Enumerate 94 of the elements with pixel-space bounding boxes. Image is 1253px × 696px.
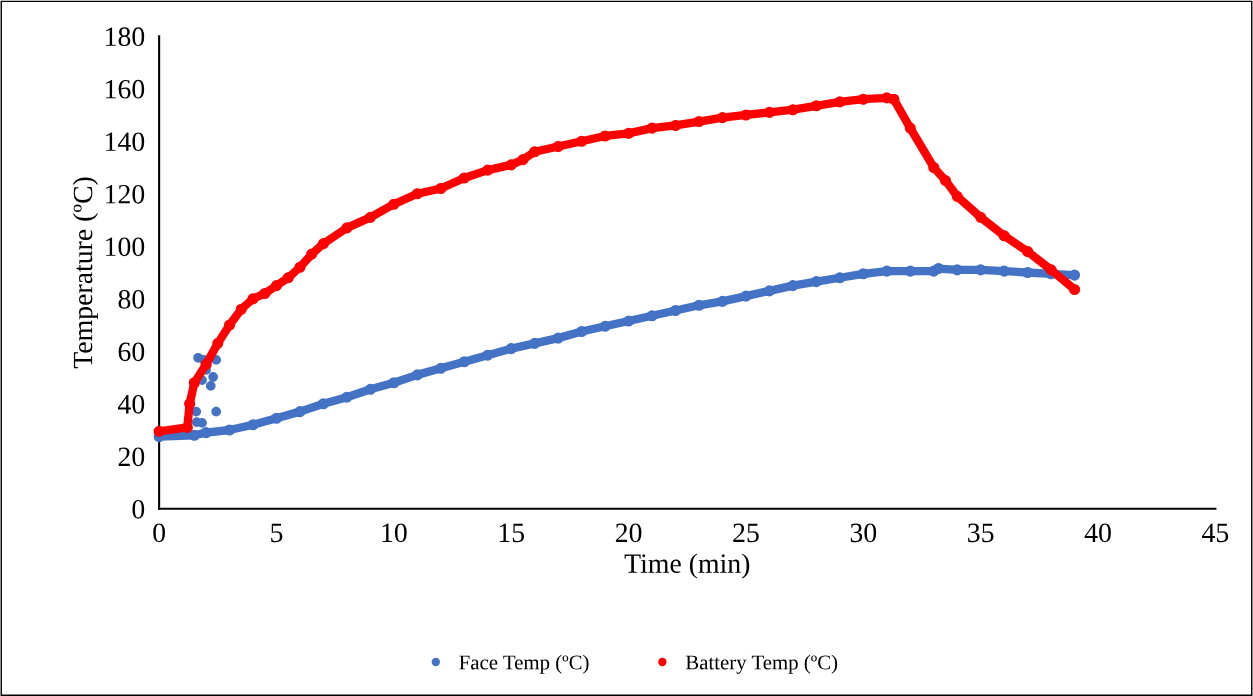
point bbox=[669, 304, 682, 317]
point bbox=[646, 122, 658, 134]
point bbox=[1045, 264, 1057, 276]
point bbox=[317, 398, 329, 410]
point bbox=[306, 248, 318, 260]
point bbox=[458, 356, 470, 368]
x-tick-label: 0 bbox=[153, 523, 166, 543]
point bbox=[1069, 283, 1081, 296]
point bbox=[247, 419, 259, 431]
point bbox=[294, 261, 306, 273]
point bbox=[211, 406, 222, 417]
point bbox=[188, 377, 200, 389]
y-tick-label: 80 bbox=[118, 289, 145, 309]
point bbox=[904, 122, 916, 134]
point bbox=[482, 164, 494, 176]
point bbox=[364, 211, 376, 223]
point bbox=[857, 268, 869, 280]
point bbox=[928, 161, 940, 174]
point bbox=[197, 418, 207, 428]
point bbox=[482, 349, 494, 361]
point bbox=[834, 96, 846, 108]
point bbox=[259, 287, 271, 300]
y-tick-label: 100 bbox=[106, 237, 145, 257]
point bbox=[529, 146, 541, 158]
x-tick-label: 30 bbox=[850, 523, 877, 543]
y-axis-title: Temperature (ºC) bbox=[72, 177, 99, 369]
point bbox=[599, 130, 611, 142]
y-tick-label: 180 bbox=[106, 27, 145, 47]
point bbox=[458, 172, 470, 184]
x-tick-label: 45 bbox=[1202, 523, 1229, 543]
point bbox=[552, 140, 564, 153]
point bbox=[505, 159, 517, 171]
y-tick-label: 160 bbox=[106, 79, 145, 99]
x-tick-label: 40 bbox=[1084, 523, 1111, 543]
point bbox=[576, 135, 588, 147]
point bbox=[1022, 245, 1034, 258]
point bbox=[212, 337, 224, 349]
point bbox=[998, 230, 1010, 242]
point bbox=[529, 337, 541, 349]
legend-label: Battery Temp (ºC) bbox=[685, 654, 838, 674]
point bbox=[693, 115, 705, 128]
point bbox=[552, 332, 564, 344]
point bbox=[223, 319, 236, 331]
y-tick-label: 0 bbox=[132, 499, 145, 519]
x-tick-label: 5 bbox=[271, 523, 283, 543]
point bbox=[1069, 269, 1081, 281]
point bbox=[411, 369, 423, 381]
point bbox=[599, 320, 611, 332]
point bbox=[517, 154, 529, 166]
point bbox=[153, 425, 165, 437]
point bbox=[200, 427, 212, 439]
point bbox=[646, 310, 658, 322]
point bbox=[294, 406, 306, 418]
point bbox=[576, 326, 588, 338]
point bbox=[435, 362, 447, 374]
y-tick-label: 40 bbox=[118, 394, 145, 414]
point bbox=[810, 100, 822, 112]
point bbox=[693, 299, 705, 311]
x-tick-label: 10 bbox=[382, 523, 407, 543]
legend-label: Face Temp (ºC) bbox=[459, 654, 589, 674]
y-tick-label: 120 bbox=[106, 184, 145, 204]
point bbox=[939, 175, 952, 187]
point bbox=[435, 182, 447, 195]
point bbox=[388, 377, 400, 389]
point bbox=[235, 303, 247, 315]
point bbox=[951, 190, 963, 202]
x-tick-label: 15 bbox=[499, 523, 525, 543]
point bbox=[282, 272, 294, 284]
point bbox=[247, 293, 259, 305]
point bbox=[740, 109, 752, 121]
point bbox=[411, 188, 423, 200]
point bbox=[364, 383, 376, 395]
point bbox=[932, 262, 944, 275]
point bbox=[388, 198, 400, 210]
point bbox=[205, 381, 216, 391]
point bbox=[270, 280, 283, 292]
x-tick-label: 35 bbox=[968, 523, 994, 543]
point bbox=[208, 372, 218, 382]
point bbox=[200, 358, 212, 370]
point bbox=[341, 222, 353, 234]
point bbox=[740, 290, 752, 302]
point bbox=[341, 391, 353, 403]
y-tick-label: 20 bbox=[118, 447, 145, 467]
point bbox=[888, 93, 900, 105]
point bbox=[834, 272, 846, 284]
point bbox=[505, 343, 517, 355]
y-tick-label: 60 bbox=[118, 342, 145, 362]
point bbox=[787, 104, 799, 116]
point bbox=[317, 238, 329, 250]
x-tick-label: 25 bbox=[733, 523, 759, 543]
point bbox=[975, 211, 987, 223]
x-tick-label: 20 bbox=[615, 523, 642, 543]
y-tick-label: 140 bbox=[106, 132, 145, 152]
x-axis-title: Time (min) bbox=[624, 553, 750, 579]
